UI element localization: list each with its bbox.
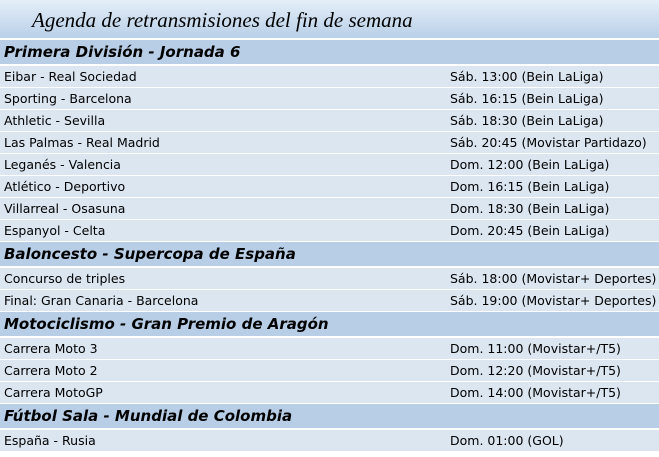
schedule-row: Las Palmas - Real Madrid Sáb. 20:45 (Movi… <box>0 132 659 154</box>
event-name: España - Rusia <box>4 433 96 448</box>
schedule-row: Carrera Moto 2 Dom. 12:20 (Movistar+/T5) <box>0 360 659 382</box>
section-heading: Primera División - Jornada 6 <box>0 40 659 66</box>
broadcast-time: Sáb. 19:00 (Movistar+ Deportes) <box>450 293 657 308</box>
schedule-row: Athletic - Sevilla Sáb. 18:30 (Bein LaLig… <box>0 110 659 132</box>
event-name: Athletic - Sevilla <box>4 113 106 128</box>
section-heading: Baloncesto - Supercopa de España <box>0 242 659 268</box>
event-name: Eibar - Real Sociedad <box>4 69 137 84</box>
schedule-row: Atlético - Deportivo Dom. 16:15 (Bein LaL… <box>0 176 659 198</box>
event-name: Las Palmas - Real Madrid <box>4 135 160 150</box>
broadcast-time: Sáb. 18:00 (Movistar+ Deportes) <box>450 271 657 286</box>
broadcast-time: Dom. 14:00 (Movistar+/T5) <box>450 385 621 400</box>
section-heading: Fútbol Sala - Mundial de Colombia <box>0 404 659 430</box>
event-name: Espanyol - Celta <box>4 223 106 238</box>
broadcast-time: Dom. 16:15 (Bein LaLiga) <box>450 179 610 194</box>
schedule-row: Villarreal - Osasuna Dom. 18:30 (Bein LaL… <box>0 198 659 220</box>
schedule-table: Primera División - Jornada 6 Eibar - Real… <box>0 40 659 452</box>
broadcast-time: Sáb. 16:15 (Bein LaLiga) <box>450 91 604 106</box>
event-name: Concurso de triples <box>4 271 126 286</box>
schedule-row: Final: Gran Canaria - Barcelona Sáb. 19:0… <box>0 290 659 312</box>
event-name: Final: Gran Canaria - Barcelona <box>4 293 199 308</box>
event-name: Carrera Moto 3 <box>4 341 98 356</box>
schedule-row: Leganés - Valencia Dom. 12:00 (Bein LaLig… <box>0 154 659 176</box>
schedule-row: Sporting - Barcelona Sáb. 16:15 (Bein LaL… <box>0 88 659 110</box>
event-name: Carrera MotoGP <box>4 385 103 400</box>
event-name: Atlético - Deportivo <box>4 179 126 194</box>
broadcast-time: Dom. 12:00 (Bein LaLiga) <box>450 157 610 172</box>
broadcast-time: Dom. 12:20 (Movistar+/T5) <box>450 363 621 378</box>
event-name: Leganés - Valencia <box>4 157 121 172</box>
schedule-row: Concurso de triples Sáb. 18:00 (Movistar+… <box>0 268 659 290</box>
event-name: Sporting - Barcelona <box>4 91 132 106</box>
broadcast-time: Dom. 11:00 (Movistar+/T5) <box>450 341 621 356</box>
broadcast-time: Sáb. 18:30 (Bein LaLiga) <box>450 113 604 128</box>
schedule-row: Eibar - Real Sociedad Sáb. 13:00 (Bein La… <box>0 66 659 88</box>
broadcast-time: Sáb. 20:45 (Movistar Partidazo) <box>450 135 647 150</box>
schedule-row: Carrera Moto 3 Dom. 11:00 (Movistar+/T5) <box>0 338 659 360</box>
broadcast-time: Dom. 01:00 (GOL) <box>450 433 564 448</box>
broadcast-time: Dom. 20:45 (Bein LaLiga) <box>450 223 610 238</box>
schedule-row: Espanyol - Celta Dom. 20:45 (Bein LaLiga) <box>0 220 659 242</box>
event-name: Villarreal - Osasuna <box>4 201 126 216</box>
schedule-row: Carrera MotoGP Dom. 14:00 (Movistar+/T5) <box>0 382 659 404</box>
broadcast-time: Sáb. 13:00 (Bein LaLiga) <box>450 69 604 84</box>
title: Agenda de retransmisiones del fin de sem… <box>0 0 659 40</box>
broadcast-time: Dom. 18:30 (Bein LaLiga) <box>450 201 610 216</box>
schedule-row: España - Rusia Dom. 01:00 (GOL) <box>0 430 659 452</box>
section-heading: Motociclismo - Gran Premio de Aragón <box>0 312 659 338</box>
event-name: Carrera Moto 2 <box>4 363 98 378</box>
